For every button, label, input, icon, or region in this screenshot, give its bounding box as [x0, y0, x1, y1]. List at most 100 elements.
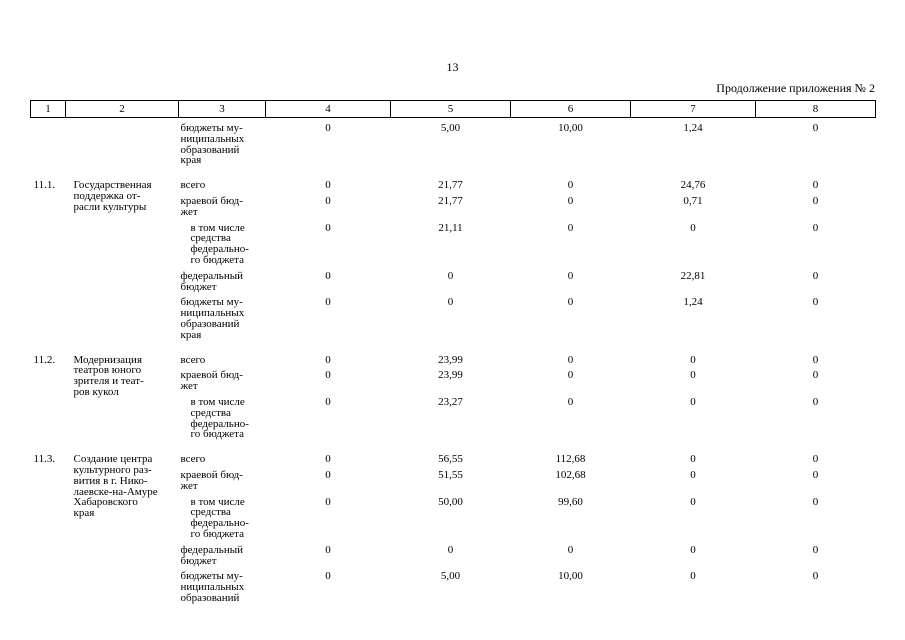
- column-header: 6: [510, 100, 631, 118]
- value-cell: 0: [567, 543, 574, 556]
- value-cell: 0: [567, 221, 574, 234]
- item-number: 11.1.: [33, 179, 56, 192]
- budget-type: бюджеты му- ниципальных образований края: [180, 122, 245, 167]
- column-header: 4: [265, 100, 391, 118]
- value-cell: 0: [325, 570, 331, 583]
- table-row: 11.2. Модернизация театров юного зрителя …: [31, 341, 876, 397]
- budget-type: всего: [180, 353, 206, 366]
- value-cell: 23,27: [438, 395, 463, 408]
- value-cell: 0: [325, 468, 331, 481]
- budget-type: краевой бюд- жет: [180, 194, 243, 218]
- table-row: бюджеты му- ниципальных образований края…: [31, 118, 876, 167]
- value-cell: 0: [567, 369, 574, 382]
- value-cell: 24,76: [680, 179, 706, 192]
- value-cell: 1,24: [683, 296, 703, 309]
- value-cell: 102,68: [555, 468, 586, 481]
- value-cell: 0: [567, 353, 574, 366]
- table-row: краевой бюд- жет 0 23,99 0 0 0: [31, 365, 876, 392]
- value-cell: 0: [690, 353, 696, 366]
- continuation-note: Продолжение приложения № 2: [716, 81, 875, 95]
- value-cell: 10,00: [558, 122, 583, 134]
- table-row: краевой бюд- жет 0 51,55 102,68 0 0: [31, 465, 876, 492]
- value-cell: 0: [325, 179, 331, 192]
- value-cell: 0: [325, 122, 331, 134]
- value-cell: 0: [690, 453, 696, 466]
- measure-name: Модернизация театров юного зрителя и теа…: [73, 353, 144, 398]
- value-cell: 0: [447, 296, 454, 309]
- value-cell: 0: [325, 369, 331, 382]
- value-cell: 0: [812, 221, 819, 234]
- value-cell: 23,99: [438, 353, 463, 366]
- column-header: 8: [755, 100, 876, 118]
- budget-type: федеральный бюджет: [180, 543, 244, 567]
- table-row: бюджеты му- ниципальных образований края…: [31, 292, 876, 340]
- budget-type: краевой бюд- жет: [180, 369, 243, 393]
- value-cell: 0: [325, 221, 331, 234]
- page-number: 13: [446, 60, 459, 74]
- value-cell: 0: [812, 453, 819, 466]
- budget-type: всего: [180, 453, 206, 466]
- value-cell: 10,00: [558, 570, 583, 583]
- table-row: федеральный бюджет 0 0 0 22,81 0: [31, 266, 876, 293]
- value-cell: 0: [690, 395, 696, 408]
- value-cell: 0: [325, 453, 331, 466]
- measure-name: Создание центра культурного раз- вития в…: [73, 453, 158, 520]
- budget-type: в том числе средства федерально- го бюдж…: [190, 221, 249, 266]
- value-cell: 0: [690, 495, 696, 508]
- value-cell: 0: [325, 495, 331, 508]
- column-header: 3: [178, 100, 266, 118]
- budget-type: бюджеты му- ниципальных образований: [180, 570, 245, 604]
- budget-type: федеральный бюджет: [180, 269, 244, 293]
- item-number: 11.2.: [33, 353, 56, 366]
- value-cell: 0: [325, 296, 331, 309]
- value-cell: 0: [690, 468, 696, 481]
- table-body: бюджеты му- ниципальных образований края…: [31, 118, 876, 604]
- budget-type: в том числе средства федерально- го бюдж…: [190, 395, 249, 441]
- table-row: в том числе средства федерально- го бюдж…: [31, 492, 876, 540]
- value-cell: 0,71: [683, 194, 703, 207]
- column-header: 5: [390, 100, 511, 118]
- item-number: [31, 118, 66, 167]
- value-cell: 0: [567, 194, 574, 207]
- value-cell: 0: [325, 543, 331, 556]
- budget-type: всего: [180, 179, 206, 192]
- item-number: 11.3.: [33, 453, 56, 466]
- value-cell: 0: [447, 269, 454, 282]
- table-row: краевой бюд- жет 0 21,77 0 0,71 0: [31, 191, 876, 218]
- value-cell: 1,24: [683, 122, 703, 134]
- budget-type: бюджеты му- ниципальных образований края: [180, 296, 245, 341]
- value-cell: 0: [325, 395, 331, 408]
- table-row: в том числе средства федерально- го бюдж…: [31, 392, 876, 440]
- value-cell: 0: [812, 296, 819, 309]
- value-cell: 0: [325, 353, 331, 366]
- value-cell: 0: [812, 395, 819, 408]
- value-cell: 0: [567, 269, 574, 282]
- value-cell: 21,11: [438, 221, 463, 234]
- table-row: 11.1. Государственная поддержка от- расли…: [31, 166, 876, 213]
- value-cell: 22,81: [680, 269, 706, 282]
- value-cell: 0: [567, 296, 574, 309]
- value-cell: 0: [812, 369, 819, 382]
- value-cell: 0: [812, 468, 819, 481]
- value-cell: 0: [812, 269, 819, 282]
- value-cell: 0: [812, 570, 819, 583]
- value-cell: 50,00: [438, 495, 463, 508]
- value-cell: 56,55: [438, 453, 463, 466]
- column-header: 1: [30, 100, 66, 118]
- value-cell: 112,68: [555, 453, 586, 466]
- value-cell: 0: [690, 570, 696, 583]
- table-row: в том числе средства федерально- го бюдж…: [31, 218, 876, 266]
- value-cell: 21,77: [438, 179, 463, 192]
- value-cell: 99,60: [558, 495, 583, 508]
- budget-type: в том числе средства федерально- го бюдж…: [190, 495, 249, 540]
- column-header: 7: [630, 100, 756, 118]
- value-cell: 0: [690, 543, 696, 556]
- value-cell: 0: [567, 179, 574, 192]
- value-cell: 0: [812, 179, 819, 192]
- measure-name: [66, 118, 179, 167]
- value-cell: 0: [812, 122, 819, 134]
- value-cell: 0: [690, 369, 696, 382]
- value-cell: 0: [812, 353, 819, 366]
